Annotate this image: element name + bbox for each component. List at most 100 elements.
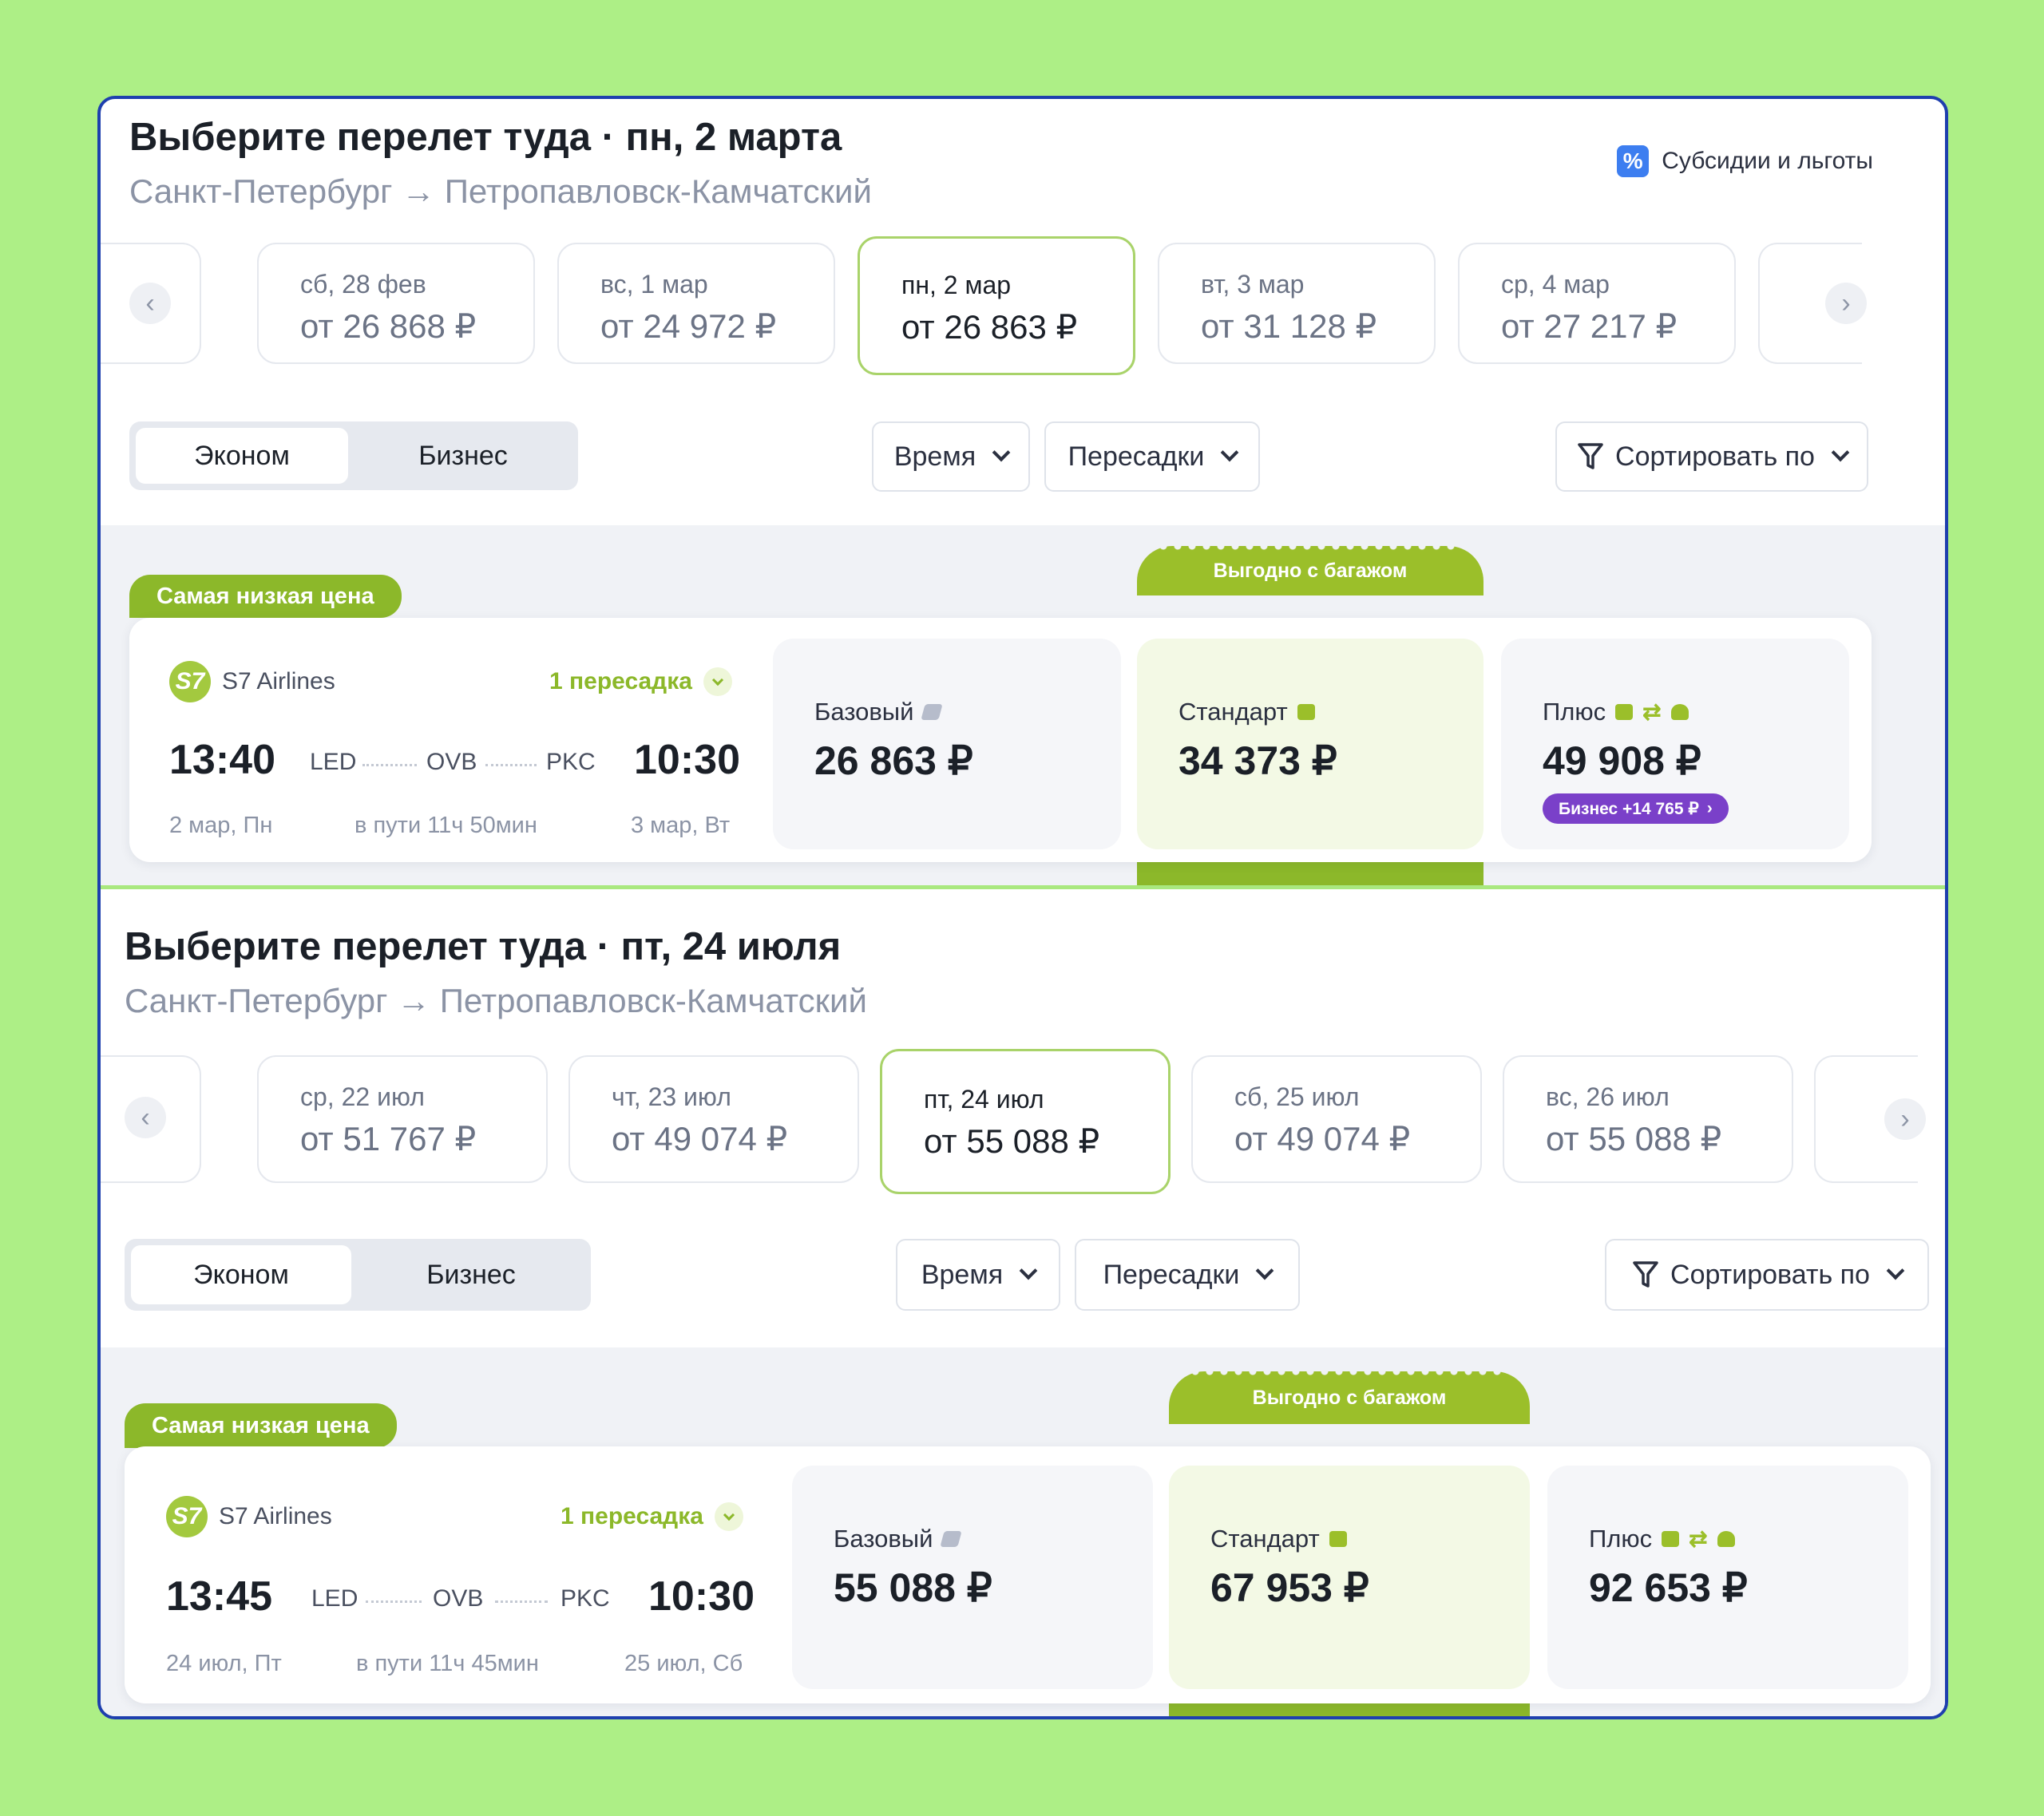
date-card[interactable]: вс, 26 июл от 55 088 ₽ xyxy=(1503,1055,1793,1183)
date-label: вс, 26 июл xyxy=(1546,1082,1670,1111)
next-dates-button[interactable]: › xyxy=(1884,1098,1926,1140)
baggage-icon xyxy=(1329,1531,1347,1547)
no-baggage-icon xyxy=(940,1531,963,1547)
flight-section-march: Выберите перелет туда · пн, 2 марта Санк… xyxy=(101,99,1945,889)
sort-label: Сортировать по xyxy=(1670,1259,1870,1290)
tariff-standard[interactable]: Стандарт 34 373 ₽ xyxy=(1137,639,1483,849)
chevron-down-icon xyxy=(992,443,1011,462)
date-price: от 49 074 ₽ xyxy=(1234,1120,1411,1157)
date-label: пн, 2 мар xyxy=(901,271,1012,299)
route-label: Санкт-Петербург → Петропавловск-Камчатск… xyxy=(125,982,867,1019)
arrival-airport: PKC xyxy=(546,749,596,775)
tariff-basic[interactable]: Базовый 55 088 ₽ xyxy=(792,1466,1153,1689)
date-card[interactable]: сб, 25 июл от 49 074 ₽ xyxy=(1191,1055,1482,1183)
tariff-basic[interactable]: Базовый 26 863 ₽ xyxy=(773,639,1121,849)
tariff-price: 49 908 ₽ xyxy=(1543,738,1701,783)
transfers-toggle[interactable]: 1 пересадка xyxy=(561,1502,743,1531)
departure-date: 24 июл, Пт xyxy=(166,1651,282,1676)
badge-scallop xyxy=(1188,1367,1511,1376)
funnel-icon xyxy=(1578,443,1603,469)
date-card[interactable]: сб, 28 фев от 26 868 ₽ xyxy=(257,243,535,364)
tariff-price: 92 653 ₽ xyxy=(1589,1565,1748,1610)
chevron-down-icon xyxy=(1221,443,1239,462)
sort-dropdown[interactable]: Сортировать по xyxy=(1605,1239,1929,1311)
business-upgrade-button[interactable]: Бизнес +14 765 ₽ › xyxy=(1543,793,1729,824)
transfer-airport: OVB xyxy=(433,1585,484,1612)
transfers-filter-dropdown[interactable]: Пересадки xyxy=(1075,1239,1300,1311)
airline: S7 S7 Airlines xyxy=(169,661,335,702)
lowest-price-badge: Самая низкая цена xyxy=(125,1403,397,1448)
date-label: сб, 28 фев xyxy=(300,270,426,299)
business-tab[interactable]: Бизнес xyxy=(426,1259,516,1290)
prev-dates-button[interactable]: ‹ xyxy=(125,1097,166,1138)
sort-dropdown[interactable]: Сортировать по xyxy=(1555,421,1868,492)
sort-label: Сортировать по xyxy=(1615,441,1815,472)
tariff-price: 34 373 ₽ xyxy=(1178,738,1337,783)
chevron-down-icon xyxy=(1019,1261,1038,1280)
transfers-filter-dropdown[interactable]: Пересадки xyxy=(1044,421,1260,492)
date-price: от 24 972 ₽ xyxy=(600,307,777,345)
exchange-icon: ⇄ xyxy=(1689,1526,1708,1551)
date-card[interactable]: ср, 4 мар от 27 217 ₽ xyxy=(1458,243,1736,364)
business-upgrade-label: Бизнес +14 765 ₽ xyxy=(1559,799,1699,818)
tariff-name-label: Стандарт xyxy=(1210,1525,1320,1553)
departure-date: 2 мар, Пн xyxy=(169,813,273,838)
economy-tab[interactable]: Эконом xyxy=(136,428,348,484)
subsidy-link[interactable]: % Субсидии и льготы xyxy=(1617,145,1873,177)
date-label: вс, 1 мар xyxy=(600,270,708,299)
arrival-time: 10:30 xyxy=(648,1573,755,1620)
route-label: Санкт-Петербург → Петропавловск-Камчатск… xyxy=(129,172,872,210)
subsidy-label: Субсидии и льготы xyxy=(1662,148,1873,174)
class-toggle: Эконом Бизнес xyxy=(129,421,578,490)
date-card[interactable]: чт, 23 июл от 49 074 ₽ xyxy=(568,1055,859,1183)
funnel-icon xyxy=(1633,1261,1658,1288)
tariff-name: Плюс ⇄ xyxy=(1543,698,1689,726)
tariff-plus[interactable]: Плюс ⇄ 49 908 ₽ Бизнес +14 765 ₽ › xyxy=(1501,639,1849,849)
tariff-name-label: Плюс xyxy=(1543,698,1606,726)
page-title: Выберите перелет туда · пн, 2 марта xyxy=(129,116,842,159)
date-card[interactable]: вт, 3 мар от 31 128 ₽ xyxy=(1158,243,1436,364)
flight-card[interactable]: S7 S7 Airlines 1 пересадка 13:40 LED OVB… xyxy=(129,618,1872,862)
tariff-name: Базовый xyxy=(834,1525,963,1553)
prev-dates-button[interactable]: ‹ xyxy=(129,283,171,324)
departure-time: 13:45 xyxy=(166,1573,272,1620)
date-label: вт, 3 мар xyxy=(1201,270,1305,299)
date-label: ср, 22 июл xyxy=(300,1082,425,1111)
route-dots xyxy=(485,764,537,766)
tariff-standard[interactable]: Стандарт 67 953 ₽ xyxy=(1169,1466,1530,1689)
seat-icon xyxy=(1670,704,1689,720)
arrival-airport: PKC xyxy=(561,1585,610,1612)
badge-scallop xyxy=(1156,541,1464,551)
date-price: от 31 128 ₽ xyxy=(1201,307,1377,345)
date-label: чт, 23 июл xyxy=(612,1082,731,1111)
airline: S7 S7 Airlines xyxy=(166,1496,332,1537)
chevron-down-icon xyxy=(1831,443,1850,462)
transfer-airport: OVB xyxy=(426,749,477,775)
next-dates-button[interactable]: › xyxy=(1825,283,1867,324)
date-card-selected[interactable]: пн, 2 мар от 26 863 ₽ xyxy=(858,236,1135,375)
economy-tab[interactable]: Эконом xyxy=(131,1245,351,1304)
flight-card[interactable]: S7 S7 Airlines 1 пересадка 13:45 LED OVB… xyxy=(125,1446,1931,1703)
route-dots xyxy=(366,1600,422,1603)
airline-name: S7 Airlines xyxy=(219,1503,332,1529)
tariff-name: Стандарт xyxy=(1210,1525,1347,1553)
date-card[interactable]: ср, 22 июл от 51 767 ₽ xyxy=(257,1055,548,1183)
departure-airport: LED xyxy=(310,749,357,775)
time-filter-dropdown[interactable]: Время xyxy=(896,1239,1060,1311)
baggage-badge-label: Выгодно с багажом xyxy=(1252,1386,1447,1409)
seat-icon xyxy=(1717,1531,1735,1547)
chevron-down-icon xyxy=(714,1502,743,1531)
departure-airport: LED xyxy=(311,1585,358,1612)
transfers-filter-label: Пересадки xyxy=(1068,441,1205,472)
date-price: от 55 088 ₽ xyxy=(924,1122,1100,1160)
date-label: сб, 25 июл xyxy=(1234,1082,1360,1111)
flight-selection-window: Выберите перелет туда · пн, 2 марта Санк… xyxy=(97,96,1948,1719)
time-filter-dropdown[interactable]: Время xyxy=(872,421,1030,492)
date-card-selected[interactable]: пт, 24 июл от 55 088 ₽ xyxy=(880,1049,1171,1194)
date-card[interactable]: вс, 1 мар от 24 972 ₽ xyxy=(557,243,835,364)
transfers-label: 1 пересадка xyxy=(561,1503,703,1529)
transfers-toggle[interactable]: 1 пересадка xyxy=(549,667,732,696)
tariff-plus[interactable]: Плюс ⇄ 92 653 ₽ xyxy=(1547,1466,1908,1689)
business-tab[interactable]: Бизнес xyxy=(418,440,508,471)
date-price: от 49 074 ₽ xyxy=(612,1120,788,1157)
